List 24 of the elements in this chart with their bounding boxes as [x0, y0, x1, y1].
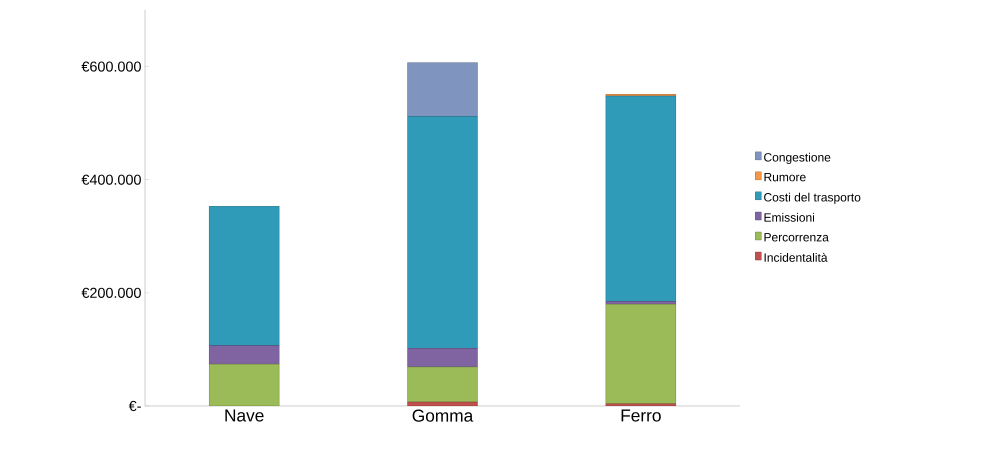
bar — [208, 206, 280, 346]
y-tick-label: €400.000 — [82, 174, 141, 185]
legend-label: Percorrenza — [764, 233, 829, 242]
legend-label: Congestione — [764, 152, 830, 164]
legend-label: Emissioni — [764, 212, 814, 222]
bar — [606, 304, 676, 404]
bar — [407, 62, 478, 117]
bar — [407, 402, 478, 406]
bar — [208, 345, 280, 364]
bar — [407, 116, 478, 348]
bar — [606, 301, 676, 304]
legend-label: Incidentalità — [764, 252, 828, 262]
bar — [208, 364, 280, 406]
bar — [407, 348, 478, 368]
legend-label: Costi del trasporto — [764, 192, 860, 204]
y-tick-label: €200.000 — [82, 288, 141, 298]
y-tick-label: €600.000 — [82, 61, 141, 72]
legend-label: Rumore — [764, 172, 806, 182]
bar — [606, 96, 676, 302]
y-tick-label: €- — [128, 400, 141, 412]
x-tick-label: Nave — [225, 410, 264, 422]
bar — [407, 366, 478, 402]
x-tick-label: Ferro — [622, 410, 661, 422]
x-tick-label: Gomma — [412, 410, 474, 422]
